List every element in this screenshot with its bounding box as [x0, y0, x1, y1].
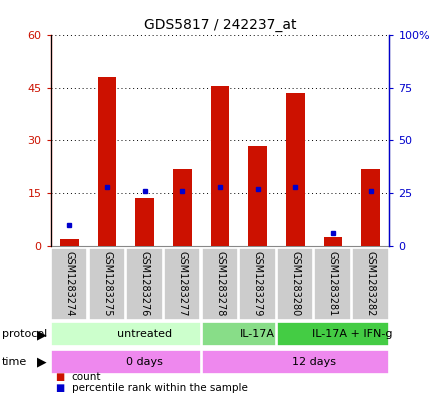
Text: GSM1283280: GSM1283280 — [290, 251, 300, 317]
Text: GSM1283275: GSM1283275 — [102, 251, 112, 317]
Text: protocol: protocol — [2, 329, 48, 340]
Bar — [286, 93, 305, 246]
Bar — [315, 248, 351, 320]
Text: 0 days: 0 days — [126, 357, 163, 367]
Text: ▶: ▶ — [37, 328, 46, 341]
Bar — [277, 322, 389, 347]
Text: GSM1283282: GSM1283282 — [366, 251, 376, 317]
Bar — [88, 248, 125, 320]
Bar — [361, 169, 380, 246]
Bar — [202, 248, 238, 320]
Bar — [51, 322, 201, 347]
Title: GDS5817 / 242237_at: GDS5817 / 242237_at — [144, 18, 296, 31]
Text: GSM1283276: GSM1283276 — [140, 251, 150, 317]
Bar — [98, 77, 117, 246]
Text: GSM1283281: GSM1283281 — [328, 251, 338, 317]
Bar — [277, 248, 313, 320]
Text: IL-17A: IL-17A — [240, 329, 275, 340]
Text: IL-17A + IFN-g: IL-17A + IFN-g — [312, 329, 392, 340]
Text: 12 days: 12 days — [292, 357, 336, 367]
Text: ▶: ▶ — [37, 355, 46, 369]
Text: GSM1283274: GSM1283274 — [64, 251, 74, 317]
Text: GSM1283279: GSM1283279 — [253, 251, 263, 317]
Bar — [136, 198, 154, 246]
Text: percentile rank within the sample: percentile rank within the sample — [72, 383, 248, 393]
Bar — [323, 237, 342, 246]
Text: untreated: untreated — [117, 329, 172, 340]
Bar — [126, 248, 163, 320]
Bar — [352, 248, 389, 320]
Bar — [60, 239, 79, 246]
Bar — [248, 146, 267, 246]
Bar — [173, 169, 192, 246]
Text: GSM1283278: GSM1283278 — [215, 251, 225, 317]
Bar — [164, 248, 201, 320]
Bar — [239, 248, 276, 320]
Text: ■: ■ — [55, 383, 64, 393]
Bar — [202, 322, 276, 347]
Bar — [51, 248, 88, 320]
Bar — [51, 350, 201, 374]
Text: ■: ■ — [55, 372, 64, 382]
Bar — [211, 86, 229, 246]
Text: GSM1283277: GSM1283277 — [177, 251, 187, 317]
Bar — [202, 350, 389, 374]
Text: time: time — [2, 357, 27, 367]
Text: count: count — [72, 372, 101, 382]
